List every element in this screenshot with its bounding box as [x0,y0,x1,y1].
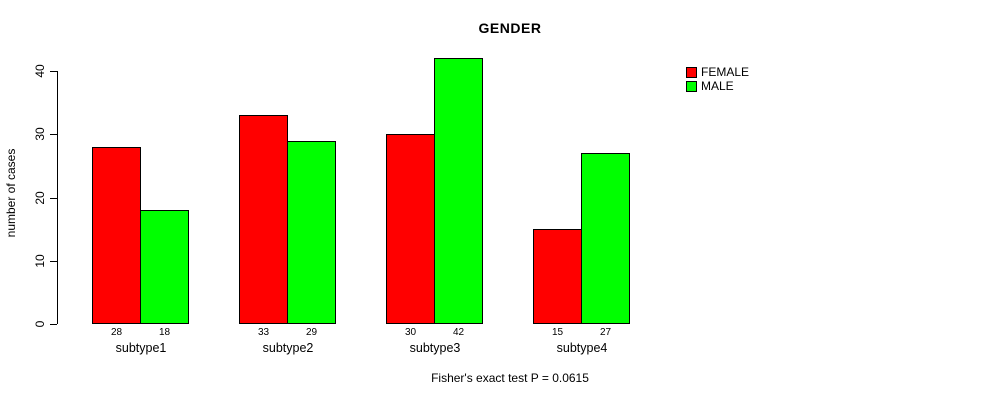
bar-female-subtype4 [533,229,582,324]
y-tick-mark [50,134,57,136]
bar-value-label: 27 [599,327,612,338]
bar-value-label: 15 [551,327,564,338]
x-tick-label-subtype2: subtype2 [262,341,314,355]
legend-item-female: FEMALE [686,65,749,79]
y-tick-label: 20 [33,190,47,205]
y-tick-mark [50,324,57,325]
y-tick-mark [50,260,57,262]
x-tick-label-subtype1: subtype1 [115,341,167,355]
legend-label-female: FEMALE [701,65,750,79]
bar-female-subtype3 [386,134,435,324]
x-tick-label-subtype3: subtype3 [409,341,461,355]
legend-swatch-female [686,66,697,78]
bar-female-subtype2 [239,115,288,324]
caption: Fisher's exact test P = 0.0615 [431,371,589,385]
bar-value-label: 33 [257,327,270,338]
y-axis-line [57,71,58,324]
legend: FEMALE MALE [686,65,749,93]
y-tick-label: 0 [33,320,47,328]
bar-value-label: 28 [110,327,123,338]
legend-label-male: MALE [701,79,734,93]
bar-value-label: 42 [452,327,465,338]
bar-male-subtype1 [140,210,189,324]
y-axis-title: number of cases [4,148,18,238]
y-tick-label: 30 [33,127,47,141]
legend-swatch-male [686,80,697,92]
legend-item-male: MALE [686,79,749,93]
y-tick-mark [50,197,57,199]
y-tick-label: 40 [33,64,47,78]
x-tick-label-subtype4: subtype4 [556,341,608,355]
y-tick-label: 10 [33,254,47,268]
bar-female-subtype1 [92,146,141,324]
bar-value-label: 30 [404,327,417,338]
bar-male-subtype2 [287,140,336,324]
y-tick-mark [50,71,57,72]
bar-value-label: 18 [158,327,171,338]
bar-male-subtype4 [581,153,630,324]
bar-value-label: 29 [305,327,318,338]
chart-title: GENDER [478,20,542,36]
bar-male-subtype3 [434,58,483,324]
